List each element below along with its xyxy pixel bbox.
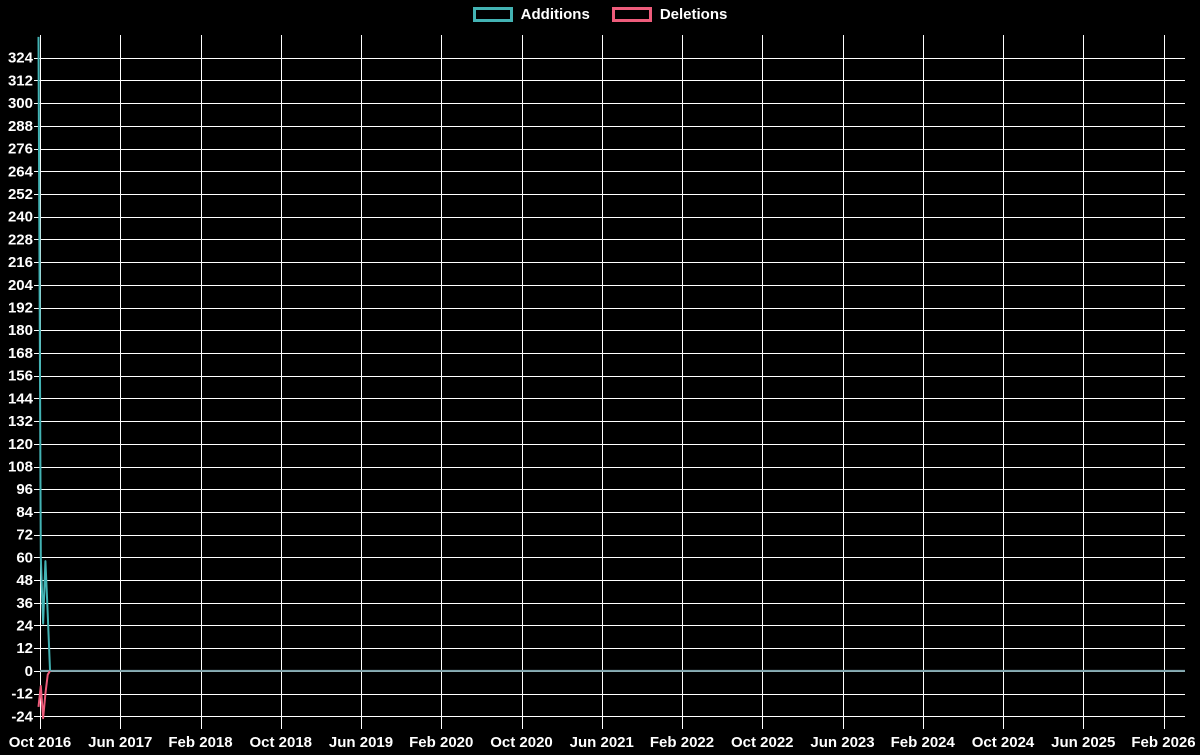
y-tick-label: 132 — [8, 413, 33, 430]
y-axis-labels: -24 -12 0 12 24 36 48 60 72 84 96 108 120 132 144 156 16… — [8, 50, 34, 726]
y-tick-label: 288 — [8, 118, 33, 135]
x-tick-label: Oct 2022 — [731, 734, 794, 750]
x-axis-labels: Oct 2016 Jun 2017 Feb 2018 Oct 2018 Jun 2019… — [9, 734, 1196, 751]
y-tick-label: 36 — [16, 595, 33, 612]
y-tick-label: 300 — [8, 95, 33, 112]
y-tick-label: 72 — [16, 527, 33, 544]
x-tick-label: Oct 2016 — [9, 734, 72, 750]
additions-swatch-icon — [472, 7, 513, 22]
y-tick-label: -24 — [11, 708, 33, 725]
x-gridlines — [40, 35, 1165, 729]
y-tick-label: 252 — [8, 186, 33, 203]
series-deletions-line — [37, 670, 51, 720]
y-tick-label: 324 — [8, 50, 34, 67]
y-tick-label: 48 — [16, 572, 33, 589]
x-tick-label: Feb 2026 — [1131, 734, 1195, 750]
y-tick-label: 0 — [25, 663, 33, 680]
x-tick-label: Oct 2020 — [490, 734, 553, 750]
y-tick-label: 228 — [8, 231, 33, 248]
x-tick-label: Feb 2020 — [409, 734, 473, 750]
x-tick-label: Feb 2024 — [891, 734, 956, 750]
legend-label-deletions: Deletions — [659, 6, 728, 23]
x-tick-label: Oct 2018 — [249, 734, 312, 750]
x-tick-label: Feb 2018 — [168, 734, 232, 750]
y-tick-label: 204 — [8, 277, 34, 294]
y-tick-label: -12 — [11, 686, 33, 703]
x-tick-label: Jun 2017 — [88, 734, 152, 750]
x-tick-label: Jun 2023 — [810, 734, 874, 750]
y-tick-label: 264 — [8, 163, 34, 180]
x-tick-label: Jun 2019 — [329, 734, 393, 750]
y-tick-label: 216 — [8, 254, 33, 271]
legend-item-additions[interactable]: Additions — [472, 6, 590, 23]
x-tick-label: Jun 2021 — [570, 734, 634, 750]
x-tick-label: Feb 2022 — [650, 734, 714, 750]
y-tick-label: 12 — [16, 640, 33, 657]
series-additions-line — [37, 36, 52, 671]
y-tick-label: 312 — [8, 72, 33, 89]
y-tick-label: 168 — [8, 345, 33, 362]
x-tick-label: Jun 2025 — [1051, 734, 1115, 750]
y-tick-label: 192 — [8, 300, 33, 317]
deletions-swatch-icon — [611, 7, 652, 22]
y-tick-label: 96 — [16, 481, 33, 498]
x-tick-label: Oct 2024 — [972, 734, 1035, 750]
legend-item-deletions[interactable]: Deletions — [611, 6, 728, 23]
y-tick-label: 60 — [16, 549, 33, 566]
y-tick-label: 276 — [8, 141, 33, 158]
chart-legend: Additions Deletions — [0, 7, 1200, 22]
y-tick-label: 180 — [8, 322, 33, 339]
y-tick-label: 156 — [8, 368, 33, 385]
y-tick-label: 120 — [8, 436, 33, 453]
y-tick-label: 84 — [16, 504, 33, 521]
y-tick-label: 24 — [16, 617, 33, 634]
legend-label-additions: Additions — [520, 6, 590, 23]
y-tick-label: 144 — [8, 390, 34, 407]
y-gridlines — [34, 58, 1185, 717]
y-tick-label: 240 — [8, 209, 33, 226]
y-tick-label: 108 — [8, 459, 33, 476]
